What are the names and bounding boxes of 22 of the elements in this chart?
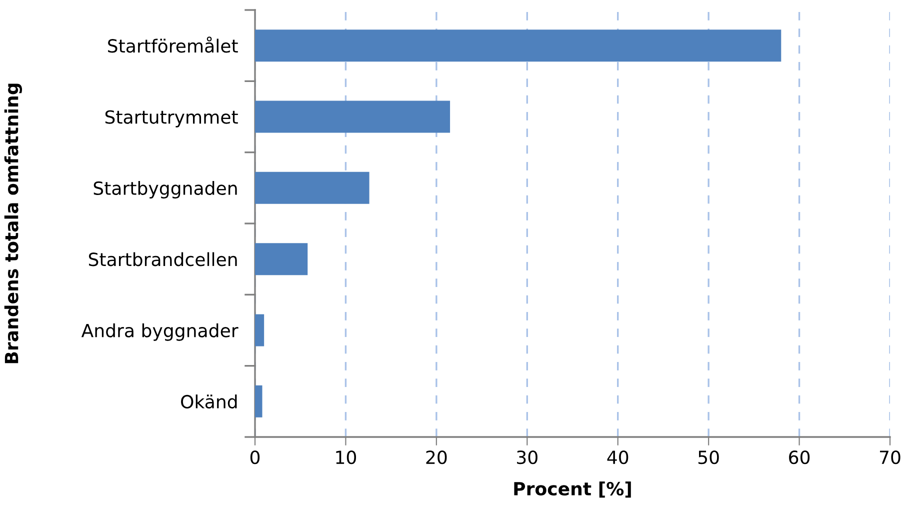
y-tick-label: Okänd [181,394,237,409]
bar [255,30,782,62]
y-axis-title: Brandens totala omfattning [4,84,22,364]
x-axis-title: Procent [%] [514,482,631,498]
bar [255,172,370,204]
x-tick-label: 20 [426,450,447,464]
y-tick-label: Startföremålet [108,36,238,53]
x-tick-label: 30 [517,450,538,464]
bar [255,385,262,418]
bar [255,243,308,276]
y-tick-label: Startbyggnaden [94,181,237,199]
y-tick-label: Andra byggnader [81,323,238,341]
x-tick-label: 0 [250,450,260,464]
bar [255,100,450,133]
x-tick-label: 60 [789,450,810,464]
y-tick-label: Startutrymmet [105,110,238,128]
x-tick-label: 70 [880,450,900,464]
x-tick-label: 10 [336,450,356,464]
x-tick-label: 40 [607,450,628,464]
y-tick-label: Startbrandcellen [88,252,237,266]
x-tick-label: 50 [698,450,719,464]
bar [255,314,264,346]
